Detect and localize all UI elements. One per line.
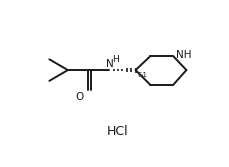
Text: O: O — [75, 92, 84, 102]
Text: N: N — [105, 59, 113, 68]
Text: H: H — [112, 55, 119, 64]
Text: &1: &1 — [136, 72, 147, 78]
Text: HCl: HCl — [106, 125, 128, 138]
Text: NH: NH — [176, 50, 191, 60]
